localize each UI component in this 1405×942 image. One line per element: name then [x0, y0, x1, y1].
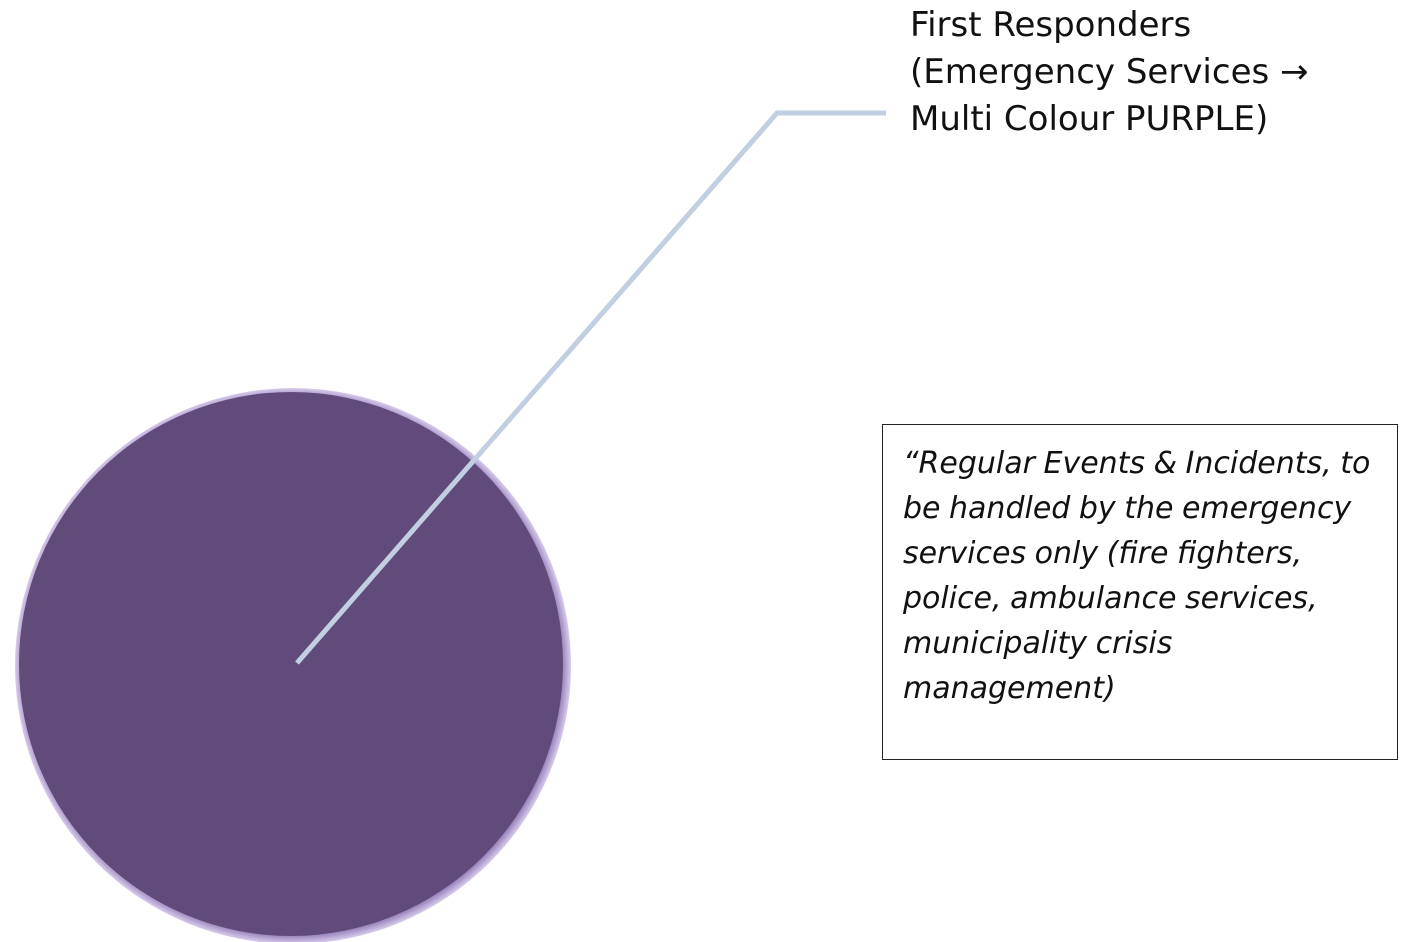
- callout-line-1: First Responders: [910, 5, 1192, 45]
- callout-line-3: Multi Colour PURPLE): [910, 99, 1269, 139]
- first-responders-label: First Responders (Emergency Services → M…: [910, 2, 1380, 143]
- purple-circle: [19, 392, 563, 936]
- callout-line-2: (Emergency Services →: [910, 52, 1309, 92]
- leader-line: [295, 110, 886, 665]
- description-text: “Regular Events & Incidents, to be handl…: [903, 446, 1371, 706]
- description-box: “Regular Events & Incidents, to be handl…: [882, 424, 1398, 760]
